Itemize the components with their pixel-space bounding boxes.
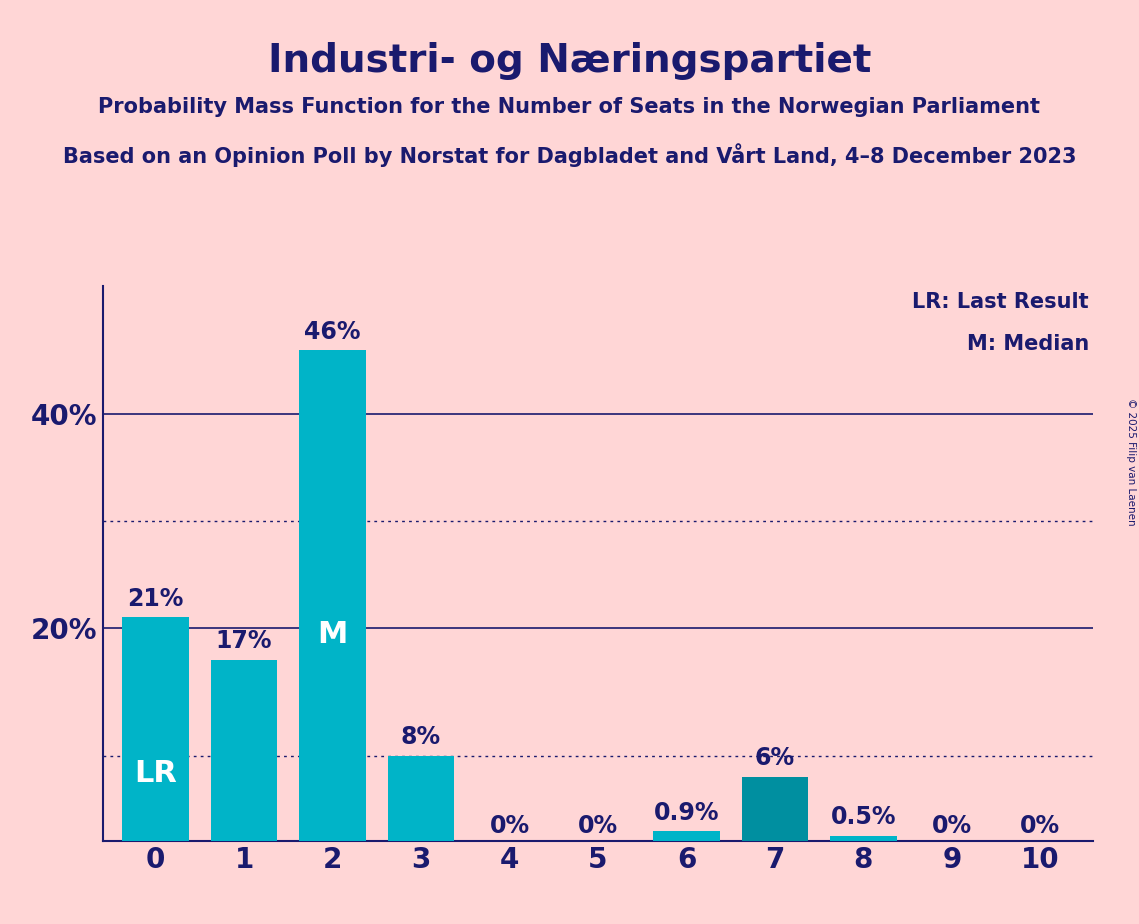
Text: Industri- og Næringspartiet: Industri- og Næringspartiet (268, 42, 871, 79)
Text: 46%: 46% (304, 320, 361, 344)
Text: M: Median: M: Median (967, 334, 1089, 355)
Text: 17%: 17% (215, 629, 272, 653)
Text: 8%: 8% (401, 725, 441, 749)
Bar (388, 756, 454, 841)
Text: 6%: 6% (755, 747, 795, 771)
Text: 0%: 0% (490, 814, 530, 838)
Text: 0.9%: 0.9% (654, 801, 719, 825)
Text: 21%: 21% (128, 587, 183, 611)
Text: © 2025 Filip van Laenen: © 2025 Filip van Laenen (1126, 398, 1136, 526)
Bar (654, 832, 720, 841)
Bar (830, 835, 896, 841)
Text: M: M (318, 620, 347, 650)
Bar (300, 350, 366, 841)
Text: LR: Last Result: LR: Last Result (912, 292, 1089, 311)
Bar (741, 777, 808, 841)
Text: 0%: 0% (932, 814, 972, 838)
Bar (211, 660, 277, 841)
Text: Based on an Opinion Poll by Norstat for Dagbladet and Vårt Land, 4–8 December 20: Based on an Opinion Poll by Norstat for … (63, 143, 1076, 167)
Text: 0%: 0% (1021, 814, 1060, 838)
Bar (122, 617, 189, 841)
Text: LR: LR (134, 760, 177, 788)
Text: Probability Mass Function for the Number of Seats in the Norwegian Parliament: Probability Mass Function for the Number… (98, 97, 1041, 117)
Text: 0.5%: 0.5% (830, 805, 896, 829)
Text: 0%: 0% (577, 814, 618, 838)
